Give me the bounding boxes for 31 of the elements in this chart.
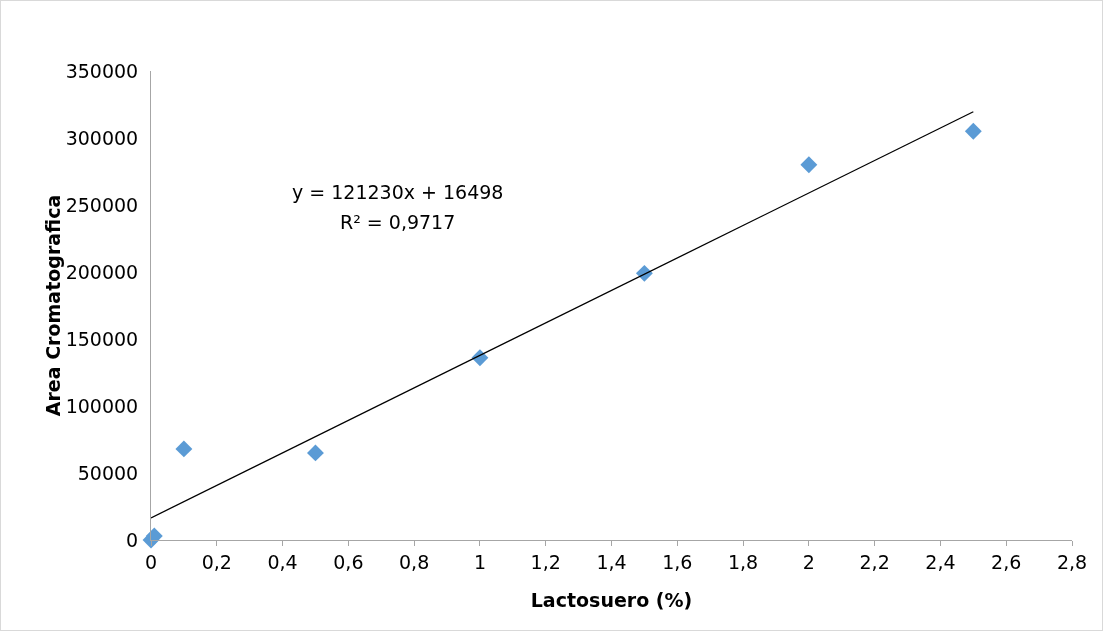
annotation: y = 121230x + 16498	[292, 181, 504, 203]
y-tick-label: 100000	[65, 394, 139, 417]
x-tick-label: 0,6	[333, 550, 364, 573]
y-tick-label: 250000	[65, 193, 139, 216]
point	[800, 156, 818, 174]
x-tick-label: 2,6	[991, 550, 1022, 573]
x-tick-label: 0	[144, 550, 158, 573]
x-tick-label: 2,4	[925, 550, 956, 573]
x-tick-label: 1,6	[662, 550, 693, 573]
x-tick-label: 1,8	[727, 550, 759, 573]
y-tick-label: 50000	[77, 461, 139, 484]
y-tick-label: 300000	[65, 126, 139, 149]
x-tick-label: 2	[802, 550, 815, 573]
point	[175, 440, 193, 458]
annotation: R² = 0,9717	[340, 211, 456, 233]
x-tick-label: 0,4	[267, 550, 298, 573]
x-tick-label: 2,8	[1056, 550, 1088, 573]
y-tick-label: 350000	[65, 59, 139, 82]
y-tick-label: 200000	[65, 260, 139, 283]
y-axis-title: Area Cromatografica	[41, 194, 64, 417]
point	[964, 122, 982, 140]
x-tick-label: 2,2	[859, 550, 890, 573]
x-tick-label: 1,2	[530, 550, 561, 573]
x-tick-label: 0,2	[201, 550, 232, 573]
y-tick-label: 150000	[65, 327, 139, 350]
x-tick-label: 1	[473, 550, 486, 573]
x-axis-title: Lactosuero (%)	[530, 589, 693, 611]
y-tick-label: 0	[126, 528, 139, 551]
x-tick-label: 1,4	[596, 550, 627, 573]
x-tick-label: 0,8	[399, 550, 430, 573]
point	[307, 444, 324, 462]
